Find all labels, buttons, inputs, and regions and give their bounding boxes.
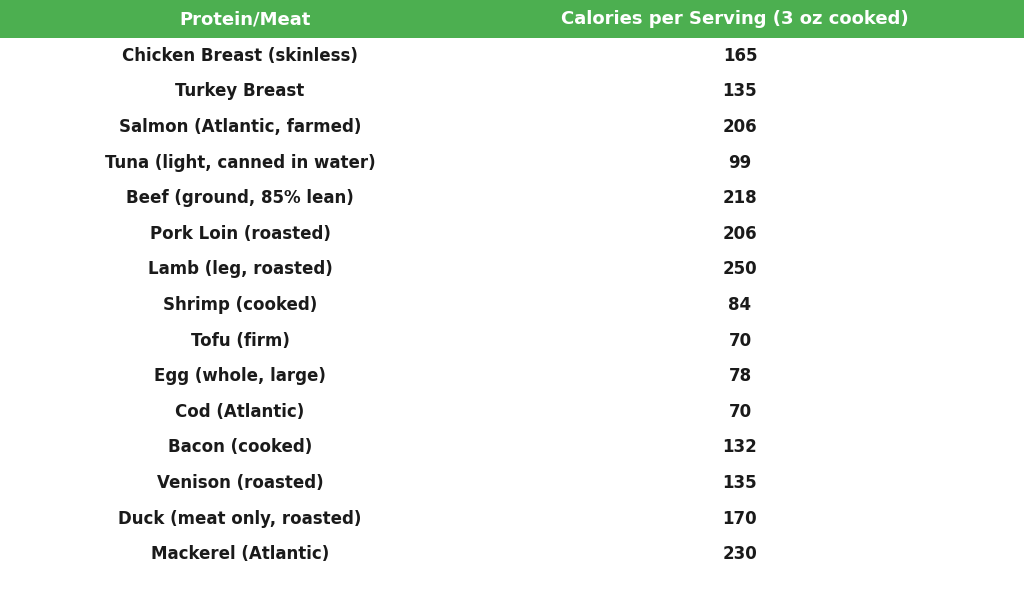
Text: Tofu (firm): Tofu (firm) bbox=[190, 332, 290, 350]
Text: Cod (Atlantic): Cod (Atlantic) bbox=[175, 403, 304, 421]
Text: 70: 70 bbox=[728, 403, 752, 421]
Text: Duck (meat only, roasted): Duck (meat only, roasted) bbox=[119, 510, 361, 527]
Text: Salmon (Atlantic, farmed): Salmon (Atlantic, farmed) bbox=[119, 118, 361, 136]
Text: Chicken Breast (skinless): Chicken Breast (skinless) bbox=[122, 47, 358, 65]
Text: 135: 135 bbox=[723, 474, 758, 492]
Text: Mackerel (Atlantic): Mackerel (Atlantic) bbox=[151, 545, 329, 563]
Text: Beef (ground, 85% lean): Beef (ground, 85% lean) bbox=[126, 189, 354, 207]
Text: Protein/Meat: Protein/Meat bbox=[179, 10, 310, 28]
Text: Pork Loin (roasted): Pork Loin (roasted) bbox=[150, 225, 331, 243]
Text: 132: 132 bbox=[723, 439, 758, 456]
Text: Venison (roasted): Venison (roasted) bbox=[157, 474, 324, 492]
Text: Egg (whole, large): Egg (whole, large) bbox=[154, 367, 326, 385]
Text: 70: 70 bbox=[728, 332, 752, 350]
Text: 78: 78 bbox=[728, 367, 752, 385]
Text: 206: 206 bbox=[723, 118, 758, 136]
Text: 165: 165 bbox=[723, 47, 758, 65]
Text: 170: 170 bbox=[723, 510, 758, 527]
Text: 99: 99 bbox=[728, 153, 752, 172]
Text: 250: 250 bbox=[723, 260, 758, 278]
FancyBboxPatch shape bbox=[0, 0, 1024, 38]
Text: 135: 135 bbox=[723, 82, 758, 101]
Text: 206: 206 bbox=[723, 225, 758, 243]
Text: Bacon (cooked): Bacon (cooked) bbox=[168, 439, 312, 456]
Text: 84: 84 bbox=[728, 296, 752, 314]
Text: Calories per Serving (3 oz cooked): Calories per Serving (3 oz cooked) bbox=[561, 10, 909, 28]
Text: Lamb (leg, roasted): Lamb (leg, roasted) bbox=[147, 260, 333, 278]
Text: Turkey Breast: Turkey Breast bbox=[175, 82, 304, 101]
Text: 230: 230 bbox=[723, 545, 758, 563]
Text: Shrimp (cooked): Shrimp (cooked) bbox=[163, 296, 317, 314]
Text: 218: 218 bbox=[723, 189, 758, 207]
Text: Tuna (light, canned in water): Tuna (light, canned in water) bbox=[104, 153, 376, 172]
